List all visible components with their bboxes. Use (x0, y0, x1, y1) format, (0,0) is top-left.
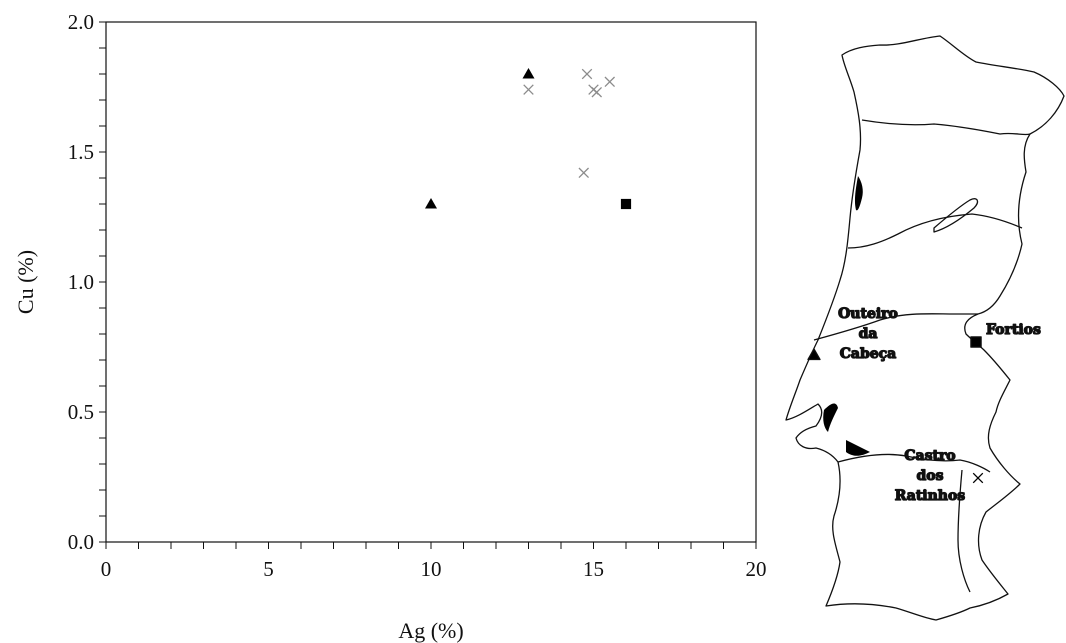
x-tick-label: 20 (746, 557, 767, 581)
y-tick-label: 2.0 (68, 10, 94, 34)
map-label-castro-line2: dos (916, 468, 943, 484)
x-tick-label: 15 (583, 557, 604, 581)
plot-frame (105, 21, 757, 543)
data-points (425, 68, 632, 210)
internal-boundary-tejo (813, 313, 978, 341)
map-markers (807, 336, 984, 484)
map-label-outeiro-line1: Outeiro (838, 306, 898, 322)
map-label-castro-line3: Ratinhos (895, 488, 966, 504)
data-point-x (581, 68, 593, 80)
y-axis-title: Cu (%) (13, 250, 38, 314)
y-tick-label: 0.5 (68, 400, 94, 424)
country-outline (785, 35, 1065, 621)
internal-boundary-east (957, 469, 971, 593)
data-point-x (604, 76, 616, 88)
x-axis-tick-labels: 0 5 10 15 20 (101, 557, 767, 581)
data-point-x (591, 86, 603, 98)
internal-boundary-douro (847, 213, 1023, 249)
data-point-triangle (425, 198, 437, 209)
lagoons (823, 176, 870, 456)
map-label-castro-line1: Castro (904, 448, 955, 464)
internal-boundary-north (861, 119, 1031, 136)
map-marker-fortios (970, 336, 982, 348)
x-tick-label: 10 (421, 557, 442, 581)
map-label-fortios: Fortios (986, 322, 1041, 338)
portugal-map: Outeiro da Cabeça Fortios Castro dos Rat… (785, 35, 1065, 621)
x-tick-label: 5 (263, 557, 274, 581)
internal-boundary-south (837, 453, 991, 473)
x-axis-title: Ag (%) (398, 618, 463, 643)
data-point-x (523, 84, 534, 95)
map-label-outeiro-line2: da (859, 326, 878, 342)
y-tick-label: 1.0 (68, 270, 94, 294)
data-point-triangle (522, 68, 535, 79)
y-tick-label: 0.0 (68, 530, 94, 554)
map-label-outeiro-line3: Cabeça (840, 346, 897, 362)
map-marker-castro (972, 472, 984, 484)
internal-boundary-douro-inlet (933, 198, 979, 233)
data-point-square (620, 198, 632, 210)
y-tick-label: 1.5 (68, 140, 94, 164)
data-point-x (578, 167, 590, 179)
x-tick-label: 0 (101, 557, 112, 581)
map-marker-outeiro (807, 348, 821, 361)
y-axis-minor-ticks (99, 21, 106, 543)
scatter-plot: 0 5 10 15 20 0.0 0.5 1.0 1.5 2.0 Ag (%) Cu (%) (13, 10, 767, 643)
x-axis-minor-ticks (105, 542, 757, 549)
y-axis-tick-labels: 0.0 0.5 1.0 1.5 2.0 (68, 10, 94, 554)
